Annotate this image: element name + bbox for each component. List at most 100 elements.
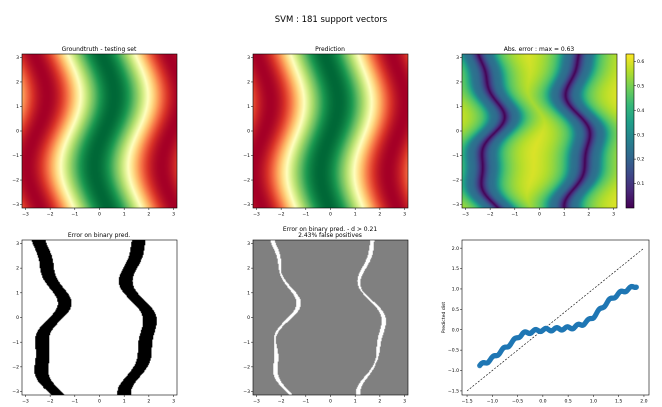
panel-2-xtick-label: 0: [329, 212, 332, 218]
colorbar-tick-label: 0.6: [637, 59, 644, 65]
panel-5-ytick-label: 0: [247, 315, 250, 321]
panel-5-ytick-label: −1: [243, 340, 250, 346]
panel-4-xtick-label: −2: [47, 399, 54, 405]
panels: −3 −2 −1 0 1 2 3 −3 −2 −1 0 1 2 3 −3 −2 −1 0 1 2 3 −3 −2 −1 0 1 2 3…: [12, 53, 650, 405]
panel-4-xtick-label: 1: [123, 399, 126, 405]
panel-4-xtick-label: 0: [98, 399, 101, 405]
scatter-xtick-label: 1.5: [615, 399, 622, 405]
panel-1-ytick-label: −3: [12, 202, 19, 208]
panel-1-ytick-label: 1: [16, 104, 19, 110]
scatter-xtick-label: −1.5: [461, 399, 472, 405]
scatter-ytick-label: −1.0: [448, 368, 459, 374]
panel-4-xtick-label: −1: [71, 399, 78, 405]
scatter-xtick-label: 1.0: [590, 399, 597, 405]
panel-4-xtick-label: −3: [22, 399, 29, 405]
panel-2-ytick-label: −1: [243, 153, 250, 159]
figure-title: SVM : 181 support vectors: [275, 15, 388, 25]
scatter-ytick-label: 0.0: [452, 327, 459, 333]
scatter-xtick-label: −1.0: [487, 399, 498, 405]
panel-4-xtick-label: 2: [147, 399, 150, 405]
panel-2-ytick-label: 0: [247, 129, 250, 135]
panel-3-xtick-label: 1: [563, 212, 566, 218]
panel-4-title: Error on binary pred.: [68, 232, 130, 239]
panel-1-title: Groundtruth - testing set: [62, 46, 137, 53]
panel-1-ytick-label: 2: [16, 80, 19, 86]
panel-5-title-line-2: 2.43% false positives: [298, 232, 362, 239]
scatter-reference-line: [466, 247, 645, 392]
scatter-ytick-label: 1.0: [452, 287, 459, 293]
panel-5-ytick-label: 2: [247, 266, 250, 272]
panel-2-title: Prediction: [315, 46, 345, 53]
colorbar-tick-label: 0.4: [637, 108, 644, 114]
panel-2-xtick-label: −1: [302, 212, 309, 218]
panel-2-xtick-label: −2: [278, 212, 285, 218]
panel-4-ytick-label: −2: [12, 364, 19, 370]
panel-3-xtick-label: 0: [538, 212, 541, 218]
scatter-point: [633, 284, 639, 290]
panel-3-ytick-label: 0: [456, 129, 459, 135]
scatter-xtick-label: 0.0: [539, 399, 546, 405]
panel-2-ytick-label: 2: [247, 80, 250, 86]
panel-3-ytick-label: 1: [456, 104, 459, 110]
colorbar-tick-label: 0.5: [637, 83, 644, 89]
panel-4-heatmap: [22, 240, 177, 395]
panel-3-ytick-label: −1: [452, 153, 459, 159]
panel-5-xtick-label: 0: [329, 399, 332, 405]
panel-4-ytick-label: 1: [16, 290, 19, 296]
panel-1-heatmap: [22, 54, 177, 208]
panel-2-ytick-label: 1: [247, 104, 250, 110]
panel-5-xtick-label: −1: [302, 399, 309, 405]
panel-3-heatmap: [462, 54, 617, 208]
panel-4-ytick-label: −3: [12, 389, 19, 395]
panel-5-xtick-label: 3: [403, 399, 406, 405]
scatter-xtick-label: 0.5: [564, 399, 571, 405]
panel-3-ytick-label: 2: [456, 80, 459, 86]
colorbar-tick-label: 0.2: [637, 157, 644, 163]
scatter-xtick-label: −0.5: [512, 399, 523, 405]
panel-5-heatmap: [253, 240, 408, 395]
panel-1-xtick-label: 0: [98, 212, 101, 218]
panel-4-ytick-label: 0: [16, 315, 19, 321]
scatter-xtick-label: 2.0: [640, 399, 647, 405]
panel-4-xtick-label: 3: [172, 399, 175, 405]
scatter-ytick-label: 1.5: [452, 266, 459, 272]
panel-3-xtick-label: −2: [487, 212, 494, 218]
panel-2-heatmap: [253, 54, 408, 208]
panel-1-xtick-label: −1: [71, 212, 78, 218]
panel-4-ytick-label: −1: [12, 340, 19, 346]
panel-2-ytick-label: −3: [243, 202, 250, 208]
panel-1-ytick-label: −1: [12, 153, 19, 159]
panel-5-title-line-1: Error on binary pred. - d > 0.21: [283, 226, 378, 233]
panel-2-xtick-label: −3: [253, 212, 260, 218]
panel-1-ytick-label: 3: [16, 55, 19, 61]
panel-3-xtick-label: −1: [511, 212, 518, 218]
panel-3-ytick-label: −2: [452, 178, 459, 184]
panel-5-xtick-label: 2: [378, 399, 381, 405]
panel-2-xtick-label: 2: [378, 212, 381, 218]
panel-2-ytick-label: 3: [247, 55, 250, 61]
panel-1-xtick-label: 1: [123, 212, 126, 218]
panel-5-ytick-label: −2: [243, 364, 250, 370]
scatter-ytick-label: −0.5: [448, 348, 459, 354]
panel-5-ytick-label: 1: [247, 290, 250, 296]
panel-1-ytick-label: 0: [16, 129, 19, 135]
panel-3-title: Abs. error : max = 0.63: [504, 46, 575, 53]
panel-1-xtick-label: 2: [147, 212, 150, 218]
panel-1-ytick-label: −2: [12, 178, 19, 184]
colorbar-tick-label: 0.1: [637, 181, 644, 187]
panel-4-ytick-label: 2: [16, 266, 19, 272]
panel-3-xtick-label: 2: [587, 212, 590, 218]
scatter-ytick-label: 0.5: [452, 307, 459, 313]
colorbar-tick-label: 0.3: [637, 132, 644, 138]
panel-1-xtick-label: −3: [22, 212, 29, 218]
panel-5-xtick-label: −3: [253, 399, 260, 405]
panel-2-xtick-label: 1: [354, 212, 357, 218]
panel-4-ytick-label: 3: [16, 241, 19, 247]
panel-1-xtick-label: 3: [172, 212, 175, 218]
scatter-frame: [461, 239, 650, 396]
panel-5-xtick-label: −2: [278, 399, 285, 405]
scatter-ylabel: Predicted dist: [441, 302, 447, 334]
panel-3-xtick-label: 3: [612, 212, 615, 218]
colorbar: [625, 53, 635, 209]
